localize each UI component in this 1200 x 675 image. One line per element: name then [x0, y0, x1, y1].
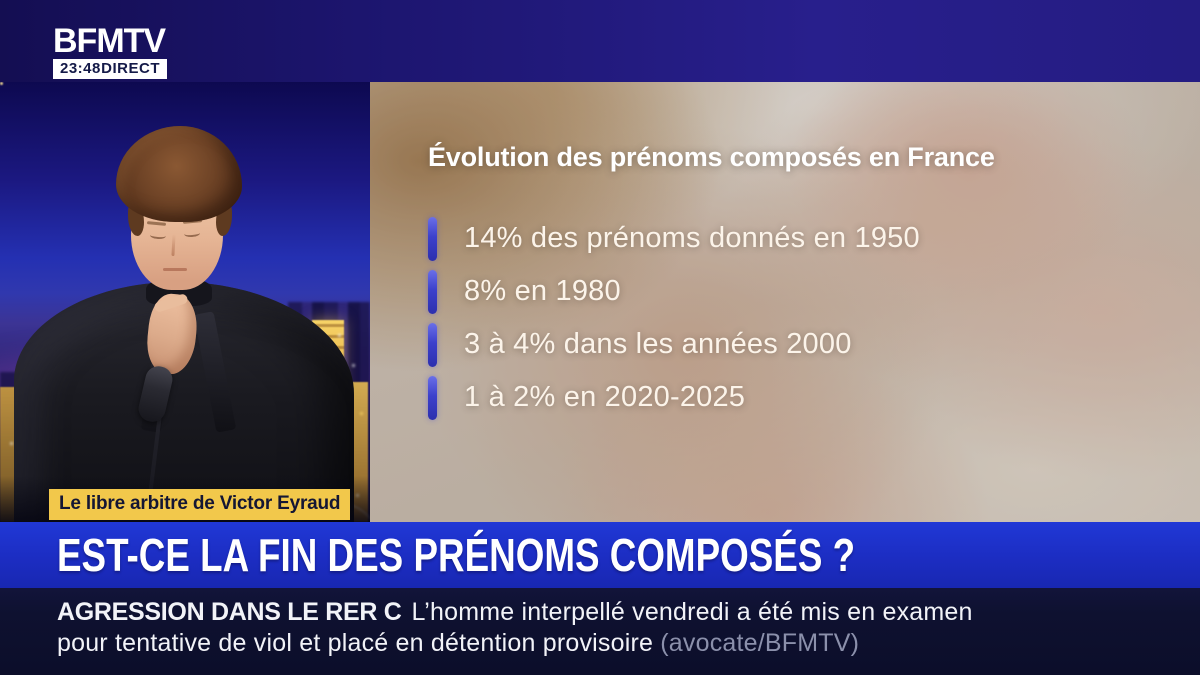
photo-dim-overlay: [370, 82, 1200, 522]
list-item-text: 8% en 1980: [464, 275, 621, 307]
channel-logo-block: BFMTV 23:48 DIRECT: [53, 22, 167, 79]
list-item-text: 1 à 2% en 2020-2025: [464, 381, 746, 413]
bullet-bar-icon: [428, 216, 437, 261]
bullet-bar-icon: [428, 269, 437, 314]
list-item-text: 14% des prénoms donnés en 1950: [464, 222, 920, 254]
bullet-bar-icon: [428, 375, 437, 420]
list-item: 1 à 2% en 2020-2025: [428, 371, 920, 424]
ticker-paragraph: AGRESSION DANS LE RER C L’homme interpell…: [57, 597, 1140, 659]
headline-text: EST-CE LA FIN DES PRÉNOMS COMPOSÉS ?: [57, 529, 856, 581]
ticker-text-line2: pour tentative de viol et placé en déten…: [57, 629, 654, 657]
infographic-overlay: Évolution des prénoms composés en France…: [370, 82, 1200, 522]
program-badge-label: Le libre arbitre de Victor Eyraud: [59, 493, 341, 514]
presenter-video: Le libre arbitre de Victor Eyraud: [0, 82, 370, 522]
list-item: 8% en 1980: [428, 265, 920, 318]
bfmtv-logo: BFMTV: [53, 22, 166, 60]
ticker-credit: (avocate/BFMTV): [660, 629, 860, 657]
channel-top-bar: BFMTV 23:48 DIRECT: [0, 0, 1200, 82]
list-item: 3 à 4% dans les années 2000: [428, 318, 920, 371]
list-item: 14% des prénoms donnés en 1950: [428, 212, 920, 265]
headline-banner: EST-CE LA FIN DES PRÉNOMS COMPOSÉS ?: [0, 522, 1200, 588]
ticker-text-line1: L’homme interpellé vendredi a été mis en…: [411, 598, 973, 626]
presenter-mouth: [163, 268, 187, 271]
baby-photo: Évolution des prénoms composés en France…: [370, 82, 1200, 522]
time-direct-box: 23:48 DIRECT: [53, 59, 167, 79]
clock-time: 23:48: [60, 60, 101, 77]
city-lights: [0, 82, 3, 85]
infographic-title: Évolution des prénoms composés en France: [428, 142, 995, 172]
ticker-topic: AGRESSION DANS LE RER C: [57, 598, 402, 626]
presenter-hair: [116, 126, 242, 222]
live-badge: DIRECT: [101, 60, 160, 77]
news-ticker: AGRESSION DANS LE RER C L’homme interpell…: [0, 588, 1200, 675]
list-item-text: 3 à 4% dans les années 2000: [464, 328, 852, 360]
infographic-list: 14% des prénoms donnés en 1950 8% en 198…: [428, 212, 920, 424]
bullet-bar-icon: [428, 322, 437, 367]
program-badge: Le libre arbitre de Victor Eyraud: [49, 489, 351, 520]
